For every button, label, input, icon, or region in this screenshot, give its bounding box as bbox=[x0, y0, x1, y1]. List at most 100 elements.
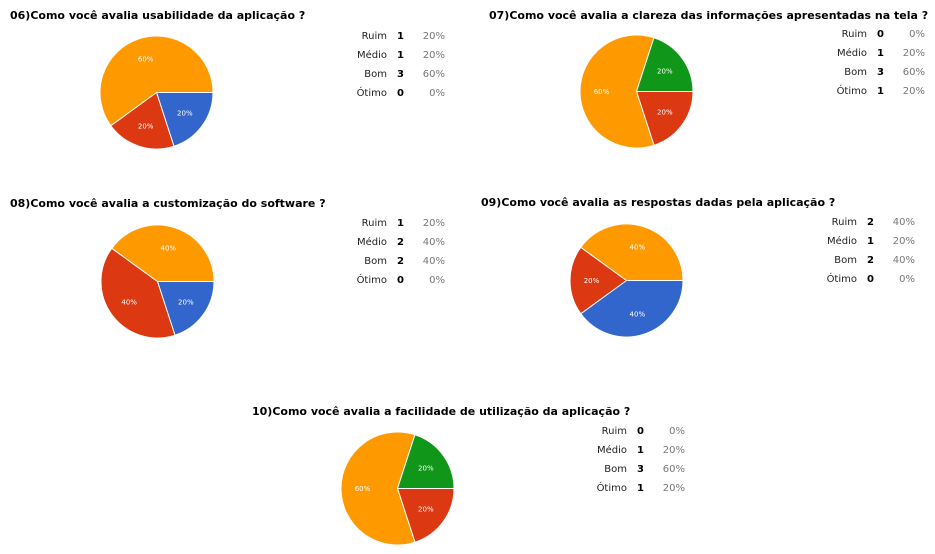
table-row: Ótimo 0 0% bbox=[339, 271, 445, 290]
percent-value: 20% bbox=[892, 236, 915, 247]
category-label: Ótimo bbox=[356, 275, 387, 286]
percent-value: 40% bbox=[892, 255, 915, 266]
category-label: Bom bbox=[604, 464, 627, 475]
count-value: 3 bbox=[877, 67, 884, 78]
count-value: 0 bbox=[877, 29, 884, 40]
percent-value: 40% bbox=[422, 237, 445, 248]
pie-slice-label-bom: 40% bbox=[630, 244, 646, 252]
pie-slice-label-bom: 60% bbox=[594, 88, 610, 96]
count-value: 1 bbox=[867, 236, 874, 247]
pie-slice-bom bbox=[579, 34, 655, 149]
count-value: 0 bbox=[867, 274, 874, 285]
category-label: Médio bbox=[826, 236, 857, 247]
percent-value: 60% bbox=[422, 69, 445, 80]
chart-title-q07: 07)Como você avalia a clareza das inform… bbox=[489, 9, 929, 22]
pie-slice-ruim bbox=[155, 92, 214, 147]
table-row: Médio 1 20% bbox=[809, 232, 915, 251]
pie-slice-medio bbox=[396, 488, 455, 543]
count-value: 3 bbox=[397, 69, 404, 80]
percent-value: 20% bbox=[422, 50, 445, 61]
table-row: Ruim 1 20% bbox=[339, 214, 445, 233]
data-table-q09: Ruim 2 40% Médio 1 20% Bom 2 40% Ótimo 0 0% bbox=[809, 213, 915, 289]
count-value: 0 bbox=[397, 88, 404, 99]
pie-slice-bom bbox=[580, 223, 684, 281]
count-value: 3 bbox=[637, 464, 644, 475]
table-row: Médio 1 20% bbox=[819, 44, 925, 63]
data-table-q06: Ruim 1 20% Médio 1 20% Bom 3 60% Ótimo 0 0% bbox=[339, 27, 445, 103]
category-label: Ruim bbox=[841, 29, 867, 40]
pie-slice-label-bom: 40% bbox=[161, 245, 177, 253]
table-row: Ótimo 1 20% bbox=[579, 479, 685, 498]
category-label: Médio bbox=[356, 237, 387, 248]
pie-chart-q08: 20% 40% 40% bbox=[100, 224, 215, 339]
chart-title-q09: 09)Como você avalia as respostas dadas p… bbox=[481, 196, 836, 209]
chart-title-q08: 08)Como você avalia a customização do so… bbox=[10, 197, 326, 210]
percent-value: 20% bbox=[422, 218, 445, 229]
pie-slice-ruim bbox=[580, 280, 684, 338]
pie-slice-label-bom: 60% bbox=[355, 485, 371, 493]
table-row: Médio 2 40% bbox=[339, 233, 445, 252]
pie-chart-q07: 20% 60% 20% bbox=[579, 34, 694, 149]
percent-value: 20% bbox=[662, 445, 685, 456]
pie-slice-bom bbox=[111, 224, 215, 282]
table-row: Bom 3 60% bbox=[579, 460, 685, 479]
pie-slice-label-medio: 40% bbox=[121, 299, 137, 307]
pie-slice-bom bbox=[99, 35, 214, 127]
percent-value: 60% bbox=[662, 464, 685, 475]
count-value: 2 bbox=[867, 255, 874, 266]
table-row: Médio 1 20% bbox=[579, 441, 685, 460]
category-label: Bom bbox=[834, 255, 857, 266]
table-row: Bom 2 40% bbox=[809, 251, 915, 270]
category-label: Ruim bbox=[601, 426, 627, 437]
pie-slice-medio bbox=[110, 91, 175, 150]
pie-slice-label-ruim: 20% bbox=[177, 110, 193, 118]
table-row: Ruim 0 0% bbox=[579, 422, 685, 441]
percent-value: 40% bbox=[892, 217, 915, 228]
data-table-q08: Ruim 1 20% Médio 2 40% Bom 2 40% Ótimo 0 0% bbox=[339, 214, 445, 290]
count-value: 1 bbox=[877, 48, 884, 59]
pie-slice-label-medio: 20% bbox=[657, 109, 673, 117]
pie-slice-bom bbox=[340, 431, 416, 546]
count-value: 1 bbox=[397, 50, 404, 61]
table-row: Ótimo 1 20% bbox=[819, 82, 925, 101]
count-value: 0 bbox=[637, 426, 644, 437]
percent-value: 0% bbox=[669, 426, 685, 437]
count-value: 2 bbox=[867, 217, 874, 228]
count-value: 0 bbox=[397, 275, 404, 286]
pie-slice-otimo bbox=[396, 434, 455, 489]
table-row: Médio 1 20% bbox=[339, 46, 445, 65]
pie-slice-label-otimo: 20% bbox=[657, 67, 673, 75]
pie-slice-label-ruim: 20% bbox=[178, 299, 194, 307]
percent-value: 20% bbox=[662, 483, 685, 494]
category-label: Ruim bbox=[831, 217, 857, 228]
chart-title-q06: 06)Como você avalia usabilidade da aplic… bbox=[10, 9, 306, 22]
category-label: Ótimo bbox=[836, 86, 867, 97]
percent-value: 20% bbox=[902, 48, 925, 59]
pie-chart-q10: 20% 60% 20% bbox=[340, 431, 455, 546]
percent-value: 20% bbox=[902, 86, 925, 97]
percent-value: 0% bbox=[899, 274, 915, 285]
pie-slice-label-otimo: 20% bbox=[418, 464, 434, 472]
count-value: 1 bbox=[397, 218, 404, 229]
count-value: 2 bbox=[397, 256, 404, 267]
category-label: Bom bbox=[364, 256, 387, 267]
data-table-q10: Ruim 0 0% Médio 1 20% Bom 3 60% Ótimo 1 20% bbox=[579, 422, 685, 498]
category-label: Ótimo bbox=[826, 274, 857, 285]
count-value: 1 bbox=[877, 86, 884, 97]
category-label: Ruim bbox=[361, 31, 387, 42]
table-row: Ótimo 0 0% bbox=[339, 84, 445, 103]
percent-value: 40% bbox=[422, 256, 445, 267]
category-label: Médio bbox=[836, 48, 867, 59]
percent-value: 0% bbox=[909, 29, 925, 40]
count-value: 1 bbox=[637, 483, 644, 494]
category-label: Ruim bbox=[361, 218, 387, 229]
pie-slice-label-ruim: 40% bbox=[630, 310, 646, 318]
pie-slice-label-medio: 20% bbox=[138, 122, 154, 130]
percent-value: 0% bbox=[429, 275, 445, 286]
chart-title-q10: 10)Como você avalia a facilidade de util… bbox=[252, 405, 631, 418]
percent-value: 60% bbox=[902, 67, 925, 78]
table-row: Ruim 1 20% bbox=[339, 27, 445, 46]
pie-slice-otimo bbox=[635, 37, 694, 92]
table-row: Bom 3 60% bbox=[819, 63, 925, 82]
percent-value: 0% bbox=[429, 88, 445, 99]
